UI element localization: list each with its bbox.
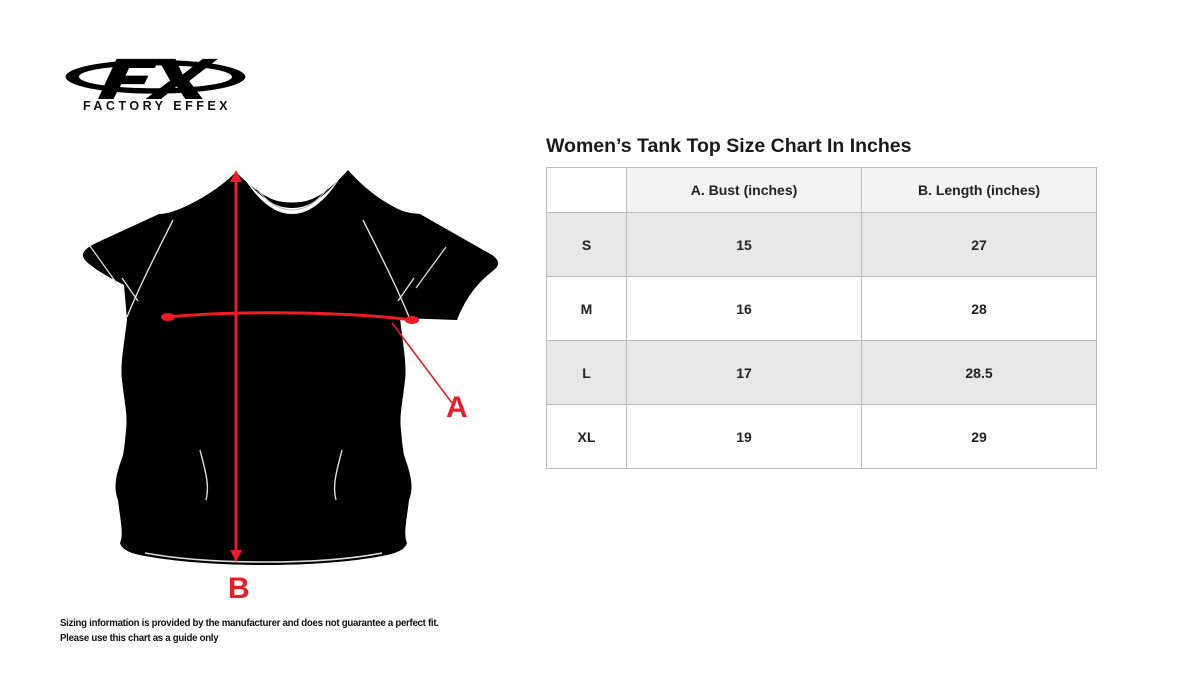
svg-text:A: A	[446, 391, 468, 424]
svg-text:B: B	[228, 572, 250, 605]
